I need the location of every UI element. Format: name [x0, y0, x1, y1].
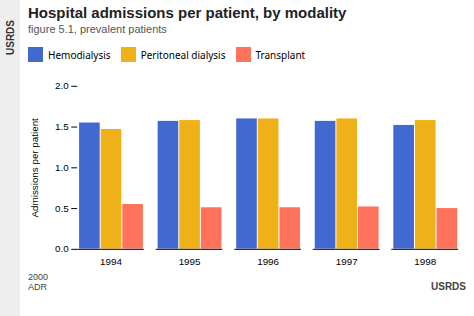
svg-text:1997: 1997 [336, 256, 358, 267]
svg-text:1994: 1994 [100, 256, 122, 267]
html-text:Peritoneal dialysis: Peritoneal dialysis [140, 47, 226, 62]
svg-text:0.0: 0.0 [55, 243, 69, 254]
svg-text:0.5: 0.5 [55, 203, 69, 214]
svg-text:2.0: 2.0 [55, 80, 69, 91]
svg-text:1.0: 1.0 [55, 162, 69, 173]
html-text:Hemodialysis: Hemodialysis [48, 47, 111, 62]
html-text:figure 5.1, prevalent patients: figure 5.1, prevalent patients [28, 23, 167, 35]
svg-text:1995: 1995 [179, 256, 201, 267]
html-text:USRDS: USRDS [4, 20, 16, 55]
svg-text:1998: 1998 [414, 256, 436, 267]
svg-text:1996: 1996 [257, 256, 279, 267]
svg-text:1.5: 1.5 [55, 121, 69, 132]
html-text:Transplant: Transplant [255, 47, 306, 62]
svg-text:Admissions per patient: Admissions per patient [29, 118, 40, 218]
html-text:USRDS: USRDS [431, 281, 466, 293]
html-text:Hospital admissions per patien: Hospital admissions per patient, by moda… [28, 4, 347, 21]
html-text:2000 ADR: 2000 ADR [28, 272, 48, 293]
